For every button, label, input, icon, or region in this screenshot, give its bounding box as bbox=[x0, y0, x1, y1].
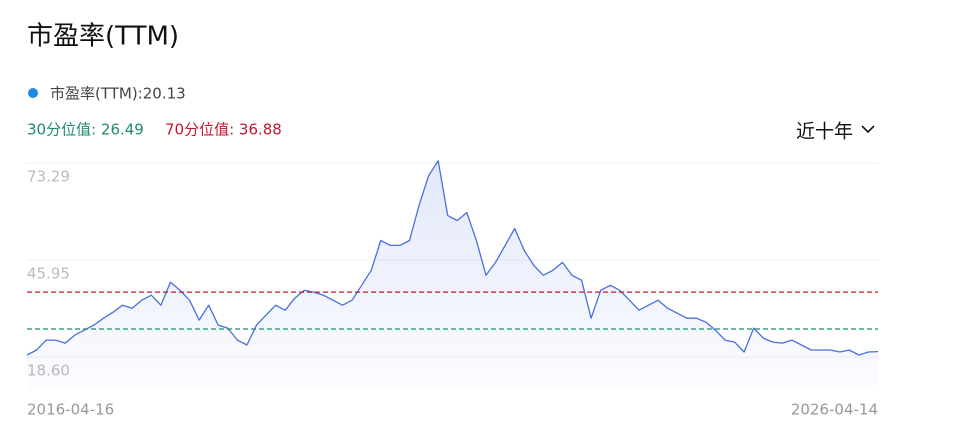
range-selector[interactable]: 近十年 bbox=[796, 121, 875, 143]
x-tick-label: 2016-04-16 bbox=[27, 401, 114, 419]
area bbox=[27, 160, 878, 390]
chevron[interactable] bbox=[861, 125, 875, 134]
chart-title: 市盈率(TTM) bbox=[27, 22, 179, 52]
legend-dot bbox=[28, 88, 38, 98]
range-selector-label[interactable]: 近十年 bbox=[796, 121, 853, 143]
legend-label: 市盈率(TTM):20.13 bbox=[50, 85, 186, 103]
x-tick-label: 2026-04-14 bbox=[791, 401, 878, 419]
percentile-label: 30分位值: 26.49 bbox=[27, 121, 144, 139]
line bbox=[26, 160, 879, 356]
y-tick-label: 45.95 bbox=[27, 264, 70, 282]
percentile-label: 70分位值: 36.88 bbox=[165, 121, 282, 139]
y-tick-label: 73.29 bbox=[27, 168, 70, 186]
